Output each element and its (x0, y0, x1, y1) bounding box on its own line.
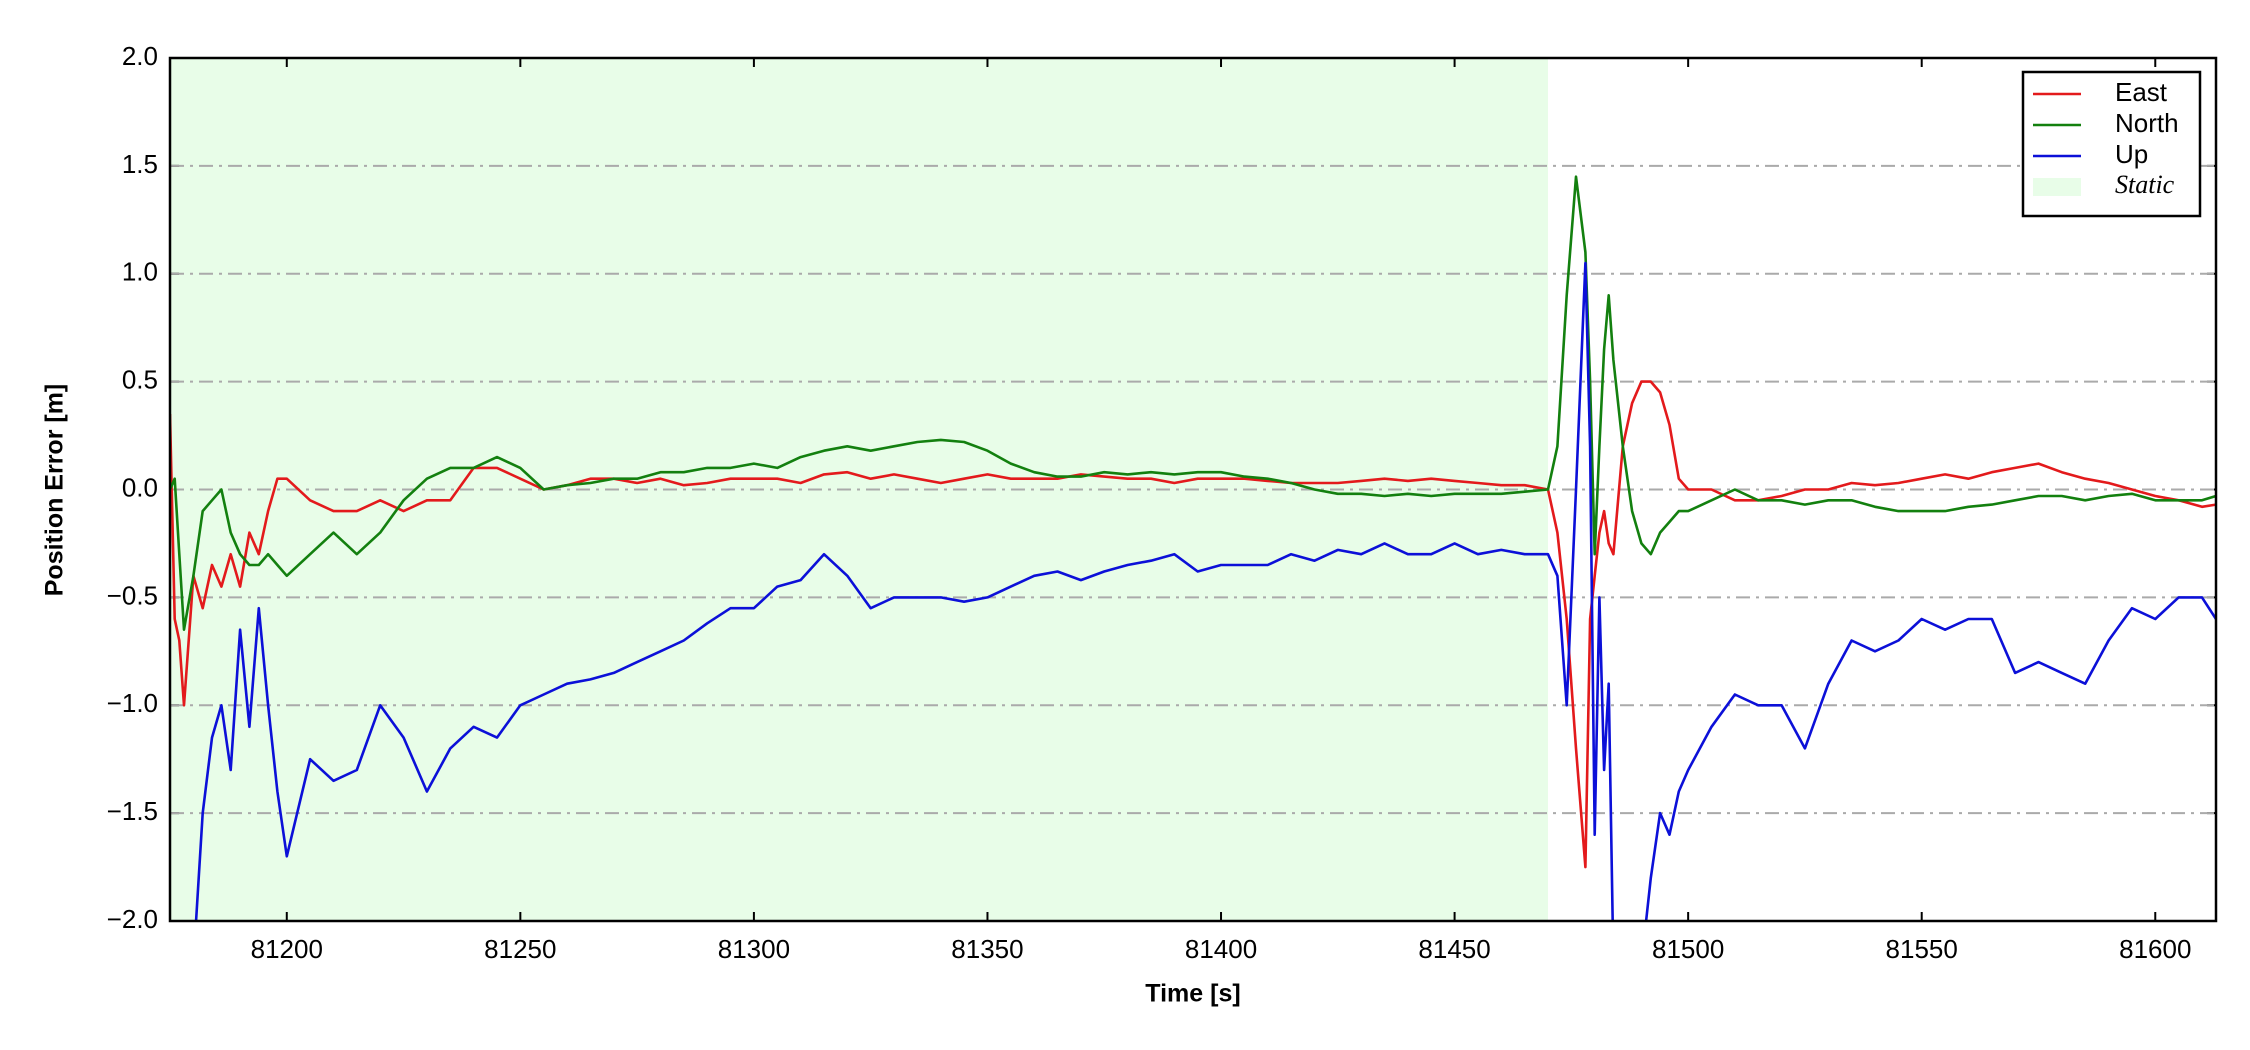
x-tick-label: 81550 (1886, 934, 1958, 964)
series-line (194, 261, 2216, 921)
y-axis-label: Position Error [m] (41, 384, 69, 597)
x-tick-label: 81300 (718, 934, 790, 964)
y-tick-label: 0.5 (122, 365, 158, 395)
x-tick-label: 81450 (1418, 934, 1490, 964)
x-tick-label: 81600 (2119, 934, 2191, 964)
plot-lines (170, 175, 2216, 921)
x-tick-label: 81350 (951, 934, 1023, 964)
x-tick-label: 81500 (1652, 934, 1724, 964)
x-tick-label: 81250 (484, 934, 556, 964)
y-tick-label: −1.5 (107, 796, 158, 826)
legend-swatch (2033, 178, 2081, 196)
x-tick-label: 81400 (1185, 934, 1257, 964)
series-line (170, 175, 2216, 631)
legend-label: East (2115, 77, 2168, 107)
x-axis-label: Time [s] (1145, 980, 1240, 1008)
y-tick-label: −0.5 (107, 580, 158, 610)
y-tick-label: −2.0 (107, 904, 158, 934)
y-tick-label: 1.0 (122, 257, 158, 287)
y-tick-label: 2.0 (122, 41, 158, 71)
x-tick-label: 81200 (251, 934, 323, 964)
y-tick-label: 1.5 (122, 149, 158, 179)
plot-frame (168, 56, 2218, 923)
series-line (170, 380, 2216, 869)
legend-label: North (2115, 108, 2179, 138)
y-tick-label: 0.0 (122, 472, 158, 502)
legend-label: Up (2115, 139, 2148, 169)
legend-label: Static (2115, 170, 2175, 199)
y-tick-label: −1.0 (107, 688, 158, 718)
